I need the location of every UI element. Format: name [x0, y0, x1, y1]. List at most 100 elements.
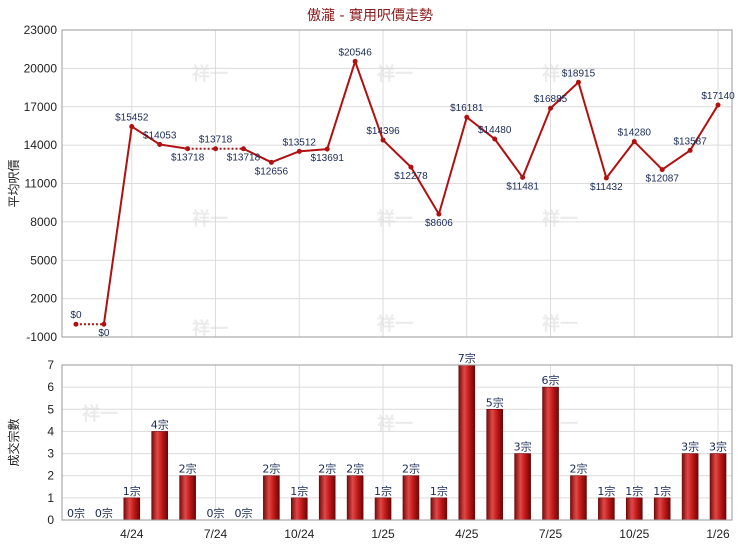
bar [598, 497, 615, 521]
line-point [492, 136, 498, 142]
line-segment [466, 116, 496, 140]
bar [514, 453, 531, 521]
x-tick-label: 10/25 [619, 527, 649, 541]
line-ylabel: 平均呎價 [7, 159, 21, 207]
bar-ytick-label: 6 [47, 380, 54, 394]
bar [179, 475, 196, 521]
line-segment [271, 150, 300, 164]
line-segment [102, 126, 133, 325]
line-point [659, 167, 665, 173]
line-segment [633, 140, 663, 171]
line-data-label: $14480 [478, 125, 512, 136]
x-tick-label: 10/24 [284, 527, 314, 541]
bar [290, 497, 308, 521]
bar-data-label: 2宗 [402, 462, 420, 476]
line-point [464, 114, 470, 120]
line-segment [661, 149, 691, 171]
line-ytick-label: -1000 [26, 330, 57, 344]
line-point [380, 137, 386, 143]
bar [346, 475, 364, 521]
bar [542, 386, 559, 521]
bar-ytick-label: 7 [47, 358, 54, 372]
line-data-label: $12656 [255, 166, 289, 177]
line-point [687, 147, 693, 153]
line-point [296, 148, 302, 154]
line-segment [437, 116, 468, 215]
watermark-text: 祥一 [192, 63, 228, 85]
bar-data-label: 1宗 [374, 484, 392, 498]
bar [402, 475, 420, 521]
line-data-label: $13512 [283, 137, 317, 148]
line-data-label: $16885 [534, 94, 568, 105]
watermark-text: 祥一 [377, 208, 413, 230]
bar-data-label: 0宗 [95, 506, 113, 520]
line-segment [159, 143, 188, 150]
bar [430, 497, 448, 521]
line-segment [299, 148, 328, 153]
x-tick-label: 7/24 [204, 527, 228, 541]
bar-data-label: 1宗 [597, 484, 615, 498]
line-ytick-label: 5000 [30, 253, 57, 267]
bar [263, 475, 280, 521]
line-segment [243, 147, 272, 164]
line-data-label: $0 [70, 310, 82, 321]
line-data-label: $14396 [366, 126, 400, 137]
bar-data-label: 2宗 [262, 462, 280, 476]
line-point [631, 139, 637, 145]
x-tick-label: 4/24 [120, 527, 144, 541]
bar-data-label: 1宗 [290, 484, 308, 498]
line-point [520, 174, 526, 180]
line-plot-border [61, 29, 733, 338]
line-data-label: $13587 [673, 136, 707, 147]
watermark-text: 祥一 [192, 318, 228, 340]
line-point [436, 211, 442, 217]
x-tick-label: 7/25 [539, 527, 563, 541]
chart-title: 傲瀧 - 實用呎價走勢 [307, 7, 433, 24]
line-data-label: $14280 [618, 128, 652, 139]
watermark-text: 祥一 [542, 313, 578, 335]
line-segment [521, 107, 552, 178]
line-data-label: $15452 [115, 113, 149, 124]
bar [681, 453, 699, 521]
line-segment [549, 81, 580, 109]
bar-data-label: 1宗 [430, 484, 448, 498]
x-tick-label: 4/25 [455, 527, 479, 541]
bar [653, 497, 671, 521]
line-segment [577, 81, 608, 179]
line-ytick-label: 8000 [30, 215, 57, 229]
line-point [575, 79, 581, 85]
bar-ytick-label: 4 [47, 424, 54, 438]
x-tick-label: 1/25 [371, 527, 395, 541]
line-data-label: $11432 [590, 182, 623, 193]
line-data-label: $13718 [227, 153, 261, 164]
line-segment [354, 61, 384, 141]
bar-data-label: 2宗 [346, 462, 364, 476]
line-point [129, 124, 135, 130]
line-point [240, 146, 246, 152]
bar-data-label: 0宗 [234, 506, 252, 520]
line-point [157, 141, 163, 147]
line-data-label: $0 [98, 328, 110, 339]
watermark-text: 祥一 [542, 63, 578, 85]
line-ytick-label: 11000 [25, 177, 58, 191]
bar-ytick-label: 5 [47, 402, 54, 416]
watermark-text: 祥一 [377, 413, 413, 435]
bar [151, 431, 169, 521]
bar-data-label: 3宗 [709, 440, 727, 454]
watermark-text: 祥一 [377, 63, 413, 85]
bar-data-label: 1宗 [625, 484, 643, 498]
bar-data-label: 3宗 [681, 440, 699, 454]
bar-data-label: 3宗 [514, 440, 532, 454]
line-ytick-label: 23000 [24, 23, 58, 37]
bar-ylabel: 成交宗數 [6, 418, 21, 466]
bar-data-label: 7宗 [458, 351, 476, 365]
bar-ytick-label: 0 [47, 513, 54, 527]
bar-plot-area [61, 364, 733, 521]
bar-data-label: 4宗 [151, 417, 169, 431]
bar [374, 497, 392, 521]
line-point [185, 146, 191, 152]
line-point [324, 146, 330, 152]
line-data-label: $12087 [646, 174, 680, 185]
line-data-label: $13718 [171, 153, 205, 164]
